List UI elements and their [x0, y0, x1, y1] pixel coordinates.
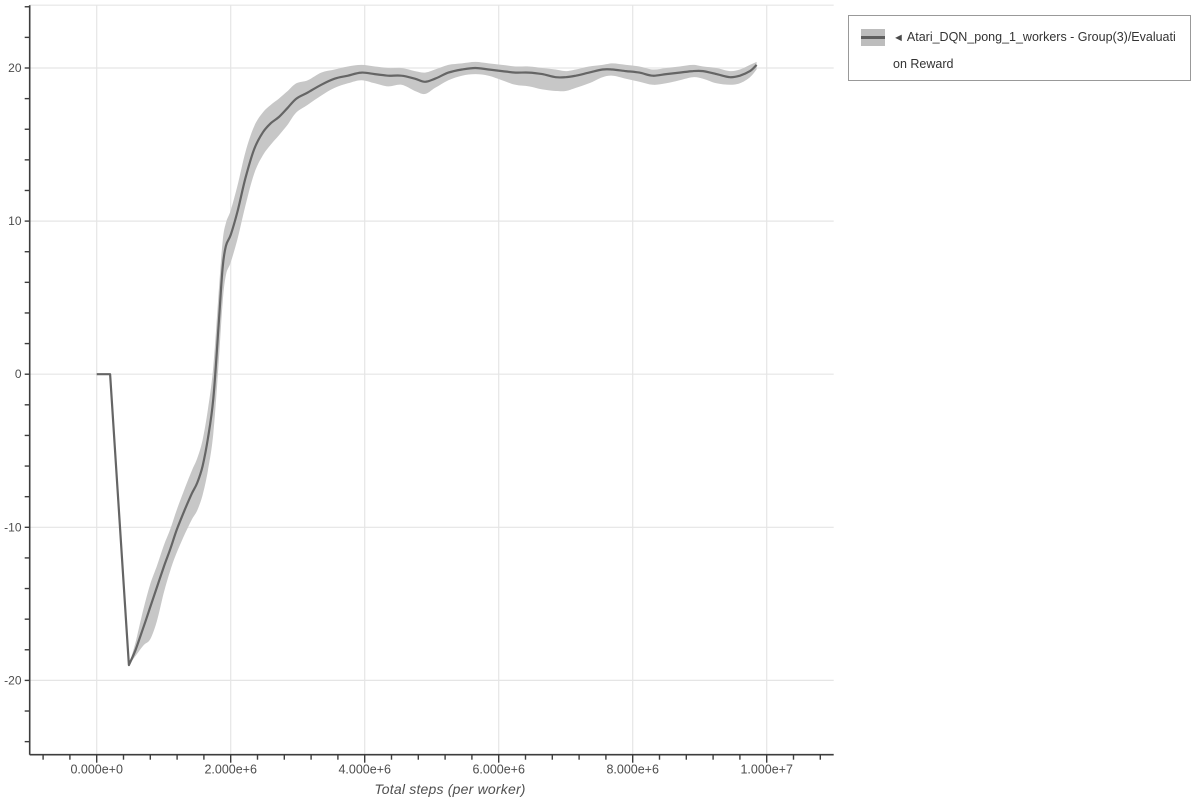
series-line	[96, 64, 758, 667]
svg-text:20: 20	[8, 61, 22, 75]
legend-series-name: Atari_DQN_pong_1_workers - Group(3)/Eval…	[893, 30, 1176, 71]
svg-text:0: 0	[15, 367, 22, 381]
x-axis-title: Total steps (per worker)	[374, 781, 526, 797]
svg-text:-20: -20	[4, 673, 22, 687]
axes	[28, 5, 834, 756]
gridlines	[29, 4, 834, 755]
svg-text:0.000e+0: 0.000e+0	[70, 763, 123, 777]
x-axis-tick-labels: 0.000e+0 2.000e+6 4.000e+6 6.000e+6 8.000e+6…	[70, 763, 793, 777]
y-axis-tick-labels: 20 10 0 -10 -20	[4, 61, 22, 687]
legend[interactable]: ◄ Atari_DQN_pong_1_workers - Group(3)/Eva…	[848, 15, 1191, 81]
svg-text:-10: -10	[4, 520, 22, 534]
svg-text:2.000e+6: 2.000e+6	[204, 763, 257, 777]
svg-text:8.000e+6: 8.000e+6	[606, 763, 659, 777]
x-axis-ticks	[42, 754, 821, 763]
svg-text:10: 10	[8, 214, 22, 228]
svg-text:1.000e+7: 1.000e+7	[740, 763, 793, 777]
legend-swatch-line	[861, 36, 885, 39]
y-axis-ticks	[24, 6, 30, 743]
confidence-band	[128, 61, 757, 666]
legend-swatch-band-line-icon	[861, 29, 885, 46]
legend-item-label: ◄ Atari_DQN_pong_1_workers - Group(3)/Eva…	[893, 24, 1180, 77]
collapse-arrow-icon: ◄	[893, 32, 904, 44]
svg-text:6.000e+6: 6.000e+6	[472, 763, 525, 777]
svg-text:4.000e+6: 4.000e+6	[338, 763, 391, 777]
